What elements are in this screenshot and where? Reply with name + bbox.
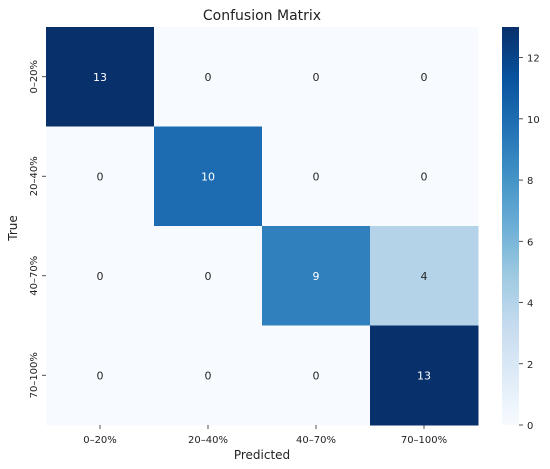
colorbar-ticks: 0 2 4 6 8 10 12 bbox=[519, 54, 540, 432]
colorbar-tick-label: 10 bbox=[527, 115, 540, 126]
x-tick-label: 20–40% bbox=[188, 435, 228, 446]
cell-value-label: 0 bbox=[97, 369, 104, 382]
x-axis-label: Predicted bbox=[234, 448, 290, 462]
heatmap-cell bbox=[46, 325, 155, 426]
colorbar-tick-label: 12 bbox=[527, 54, 540, 65]
x-tick-label: 70–100% bbox=[401, 435, 447, 446]
x-tick-label: 40–70% bbox=[296, 435, 336, 446]
cell-value-label: 0 bbox=[97, 270, 104, 283]
heatmap-cell bbox=[370, 325, 479, 426]
heatmap-cell bbox=[46, 27, 155, 127]
y-axis-label: True bbox=[6, 215, 20, 242]
cell-value-label: 0 bbox=[313, 71, 320, 84]
heatmap-cell bbox=[154, 27, 263, 127]
colorbar-tick-label: 2 bbox=[527, 360, 533, 371]
cell-value-label: 0 bbox=[313, 170, 320, 183]
heatmap-cell bbox=[262, 126, 371, 227]
cell-value-label: 13 bbox=[417, 369, 431, 382]
heatmap-cell bbox=[370, 126, 479, 227]
cell-value-label: 0 bbox=[421, 71, 428, 84]
colorbar: 0 2 4 6 8 10 12 bbox=[502, 27, 540, 432]
heatmap-cell bbox=[154, 126, 263, 227]
cell-value-label: 0 bbox=[205, 369, 212, 382]
colorbar-gradient bbox=[502, 27, 519, 425]
cell-value-label: 0 bbox=[205, 270, 212, 283]
heatmap-cell bbox=[46, 126, 155, 227]
cell-value-label: 4 bbox=[421, 270, 428, 283]
heatmap-cell bbox=[262, 325, 371, 426]
cell-value-label: 13 bbox=[93, 71, 107, 84]
x-tick-label: 0–20% bbox=[83, 435, 117, 446]
colorbar-tick-label: 0 bbox=[527, 421, 533, 432]
x-tick-labels: 0–20% 20–40% 40–70% 70–100% bbox=[83, 425, 447, 446]
chart-title: Confusion Matrix bbox=[203, 8, 321, 24]
cell-value-label: 0 bbox=[97, 170, 104, 183]
heatmap-cells: 13 0 0 0 0 10 0 0 0 0 9 4 0 0 0 13 bbox=[46, 27, 479, 426]
y-tick-label: 0–20% bbox=[29, 60, 40, 94]
heatmap-cell bbox=[370, 226, 479, 326]
y-tick-label: 40–70% bbox=[29, 256, 40, 296]
y-tick-labels: 0–20% 20–40% 40–70% 70–100% bbox=[29, 60, 46, 398]
cell-value-label: 10 bbox=[201, 170, 215, 183]
heatmap-cell bbox=[262, 226, 371, 326]
heatmap-cell bbox=[370, 27, 479, 127]
heatmap-cell bbox=[154, 325, 263, 426]
cell-value-label: 0 bbox=[205, 71, 212, 84]
colorbar-tick-label: 8 bbox=[527, 176, 533, 187]
cell-value-label: 9 bbox=[313, 270, 320, 283]
colorbar-tick-label: 6 bbox=[527, 237, 533, 248]
heatmap-cell bbox=[262, 27, 371, 127]
colorbar-tick-label: 4 bbox=[527, 299, 533, 310]
cell-value-label: 0 bbox=[313, 369, 320, 382]
heatmap-cell bbox=[154, 226, 263, 326]
cell-value-label: 0 bbox=[421, 170, 428, 183]
y-tick-label: 20–40% bbox=[29, 156, 40, 196]
y-tick-label: 70–100% bbox=[29, 352, 40, 398]
heatmap-cell bbox=[46, 226, 155, 326]
